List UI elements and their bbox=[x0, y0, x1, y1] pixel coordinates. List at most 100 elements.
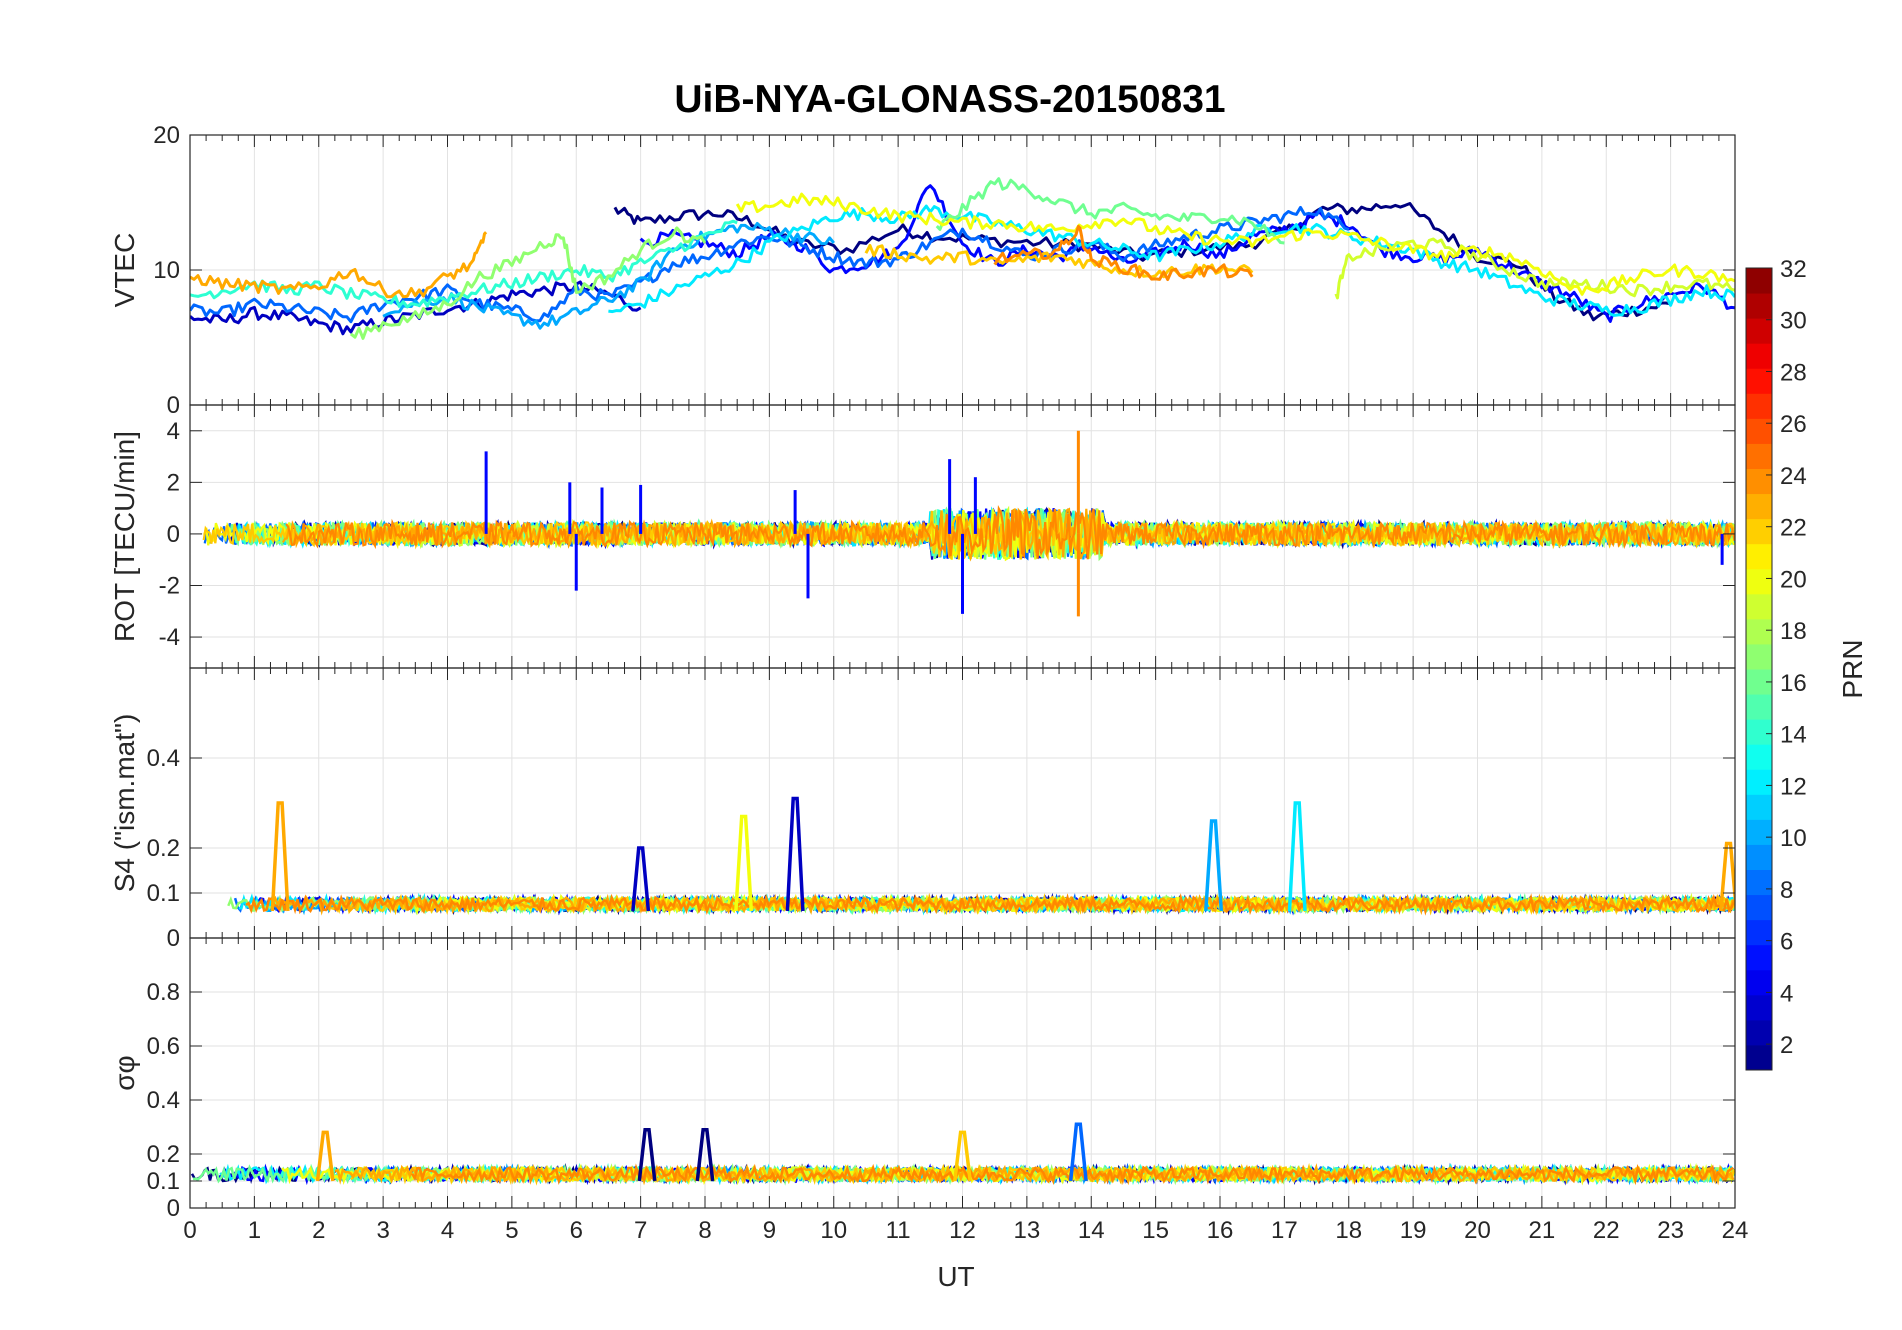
chart-title: UiB-NYA-GLONASS-20150831 bbox=[674, 78, 1225, 121]
colorbar-segment bbox=[1746, 418, 1772, 444]
series-prn-22 bbox=[864, 244, 1254, 279]
x-tick-label: 21 bbox=[1529, 1217, 1556, 1244]
y-tick-label: 0.6 bbox=[147, 1033, 180, 1060]
x-tick-label: 7 bbox=[634, 1217, 647, 1244]
y-tick-label: 4 bbox=[167, 418, 180, 445]
y-axis-label: ROT [TECU/min] bbox=[109, 431, 140, 642]
series-prn-20 bbox=[735, 192, 1735, 296]
colorbar-segment bbox=[1746, 593, 1772, 620]
x-tick-label: 19 bbox=[1400, 1217, 1427, 1244]
x-tick-label: 13 bbox=[1014, 1217, 1041, 1244]
x-tick-label: 8 bbox=[698, 1217, 711, 1244]
colorbar-segment bbox=[1746, 944, 1772, 971]
colorbar-segment bbox=[1746, 869, 1772, 896]
panel-vtec: 0 10 20 VTEC bbox=[109, 122, 1736, 419]
x-tick-label: 22 bbox=[1593, 1217, 1620, 1244]
x-tick-label: 9 bbox=[763, 1217, 776, 1244]
panel-s4: 0 0.1 0.2 0.4 S4 ("ism.mat") bbox=[109, 667, 1736, 952]
peak-prn-1 bbox=[695, 1127, 715, 1182]
colorbar-segment bbox=[1746, 568, 1772, 595]
x-tick-label: 10 bbox=[820, 1217, 847, 1244]
colorbar-segment bbox=[1746, 618, 1772, 645]
colorbar-segment bbox=[1746, 744, 1772, 770]
x-tick-label: 5 bbox=[505, 1217, 518, 1244]
peak-prn-1 bbox=[637, 1127, 657, 1182]
colorbar-tick-label: 26 bbox=[1780, 411, 1807, 438]
colorbar-tick-label: 32 bbox=[1780, 256, 1807, 283]
colorbar-tick-label: 24 bbox=[1780, 463, 1807, 490]
y-tick-label: 2 bbox=[167, 469, 180, 496]
peak-prn-23 bbox=[270, 801, 290, 912]
y-tick-label: 0.1 bbox=[147, 1168, 180, 1195]
x-tick-label: 0 bbox=[183, 1217, 196, 1244]
peak-prn-20 bbox=[734, 814, 754, 912]
series-prn-16 bbox=[935, 177, 1285, 245]
y-axis-label: S4 ("ism.mat") bbox=[109, 714, 140, 893]
colorbar-segment bbox=[1746, 443, 1772, 469]
colorbar-box bbox=[1745, 267, 1773, 1071]
x-tick-label: 11 bbox=[886, 1217, 911, 1244]
panel-rot: -4 -2 0 2 4 ROT [TECU/min] bbox=[109, 404, 1736, 669]
y-tick-label: 0 bbox=[167, 392, 180, 419]
colorbar-segment bbox=[1746, 493, 1772, 520]
x-tick-label: 17 bbox=[1271, 1217, 1298, 1244]
y-tick-label: 0.4 bbox=[147, 745, 180, 772]
colorbar-tick-label: 12 bbox=[1780, 773, 1807, 800]
series-prn-22 bbox=[202, 506, 1735, 562]
plot-area bbox=[227, 796, 1735, 916]
colorbar-segment bbox=[1746, 694, 1772, 720]
x-tick-label: 18 bbox=[1335, 1217, 1362, 1244]
series-prn-5 bbox=[639, 184, 1735, 323]
y-tick-label: 20 bbox=[153, 122, 180, 149]
series-prn-23 bbox=[190, 231, 488, 299]
series-prn-17 bbox=[349, 226, 707, 340]
peak-prn-3 bbox=[785, 796, 805, 912]
colorbar-segment bbox=[1746, 794, 1772, 820]
y-tick-label: 0.8 bbox=[147, 979, 180, 1006]
colorbar-segment bbox=[1746, 293, 1772, 319]
peak-prn-10 bbox=[1204, 819, 1224, 912]
x-tick-label: 3 bbox=[376, 1217, 389, 1244]
colorbar-label: PRN bbox=[1837, 639, 1868, 698]
y-axis-label: σφ bbox=[109, 1055, 140, 1090]
x-tick-label: 1 bbox=[248, 1217, 261, 1244]
y-tick-label: -4 bbox=[159, 624, 180, 651]
colorbar-segment bbox=[1746, 643, 1772, 670]
colorbar-tick-label: 14 bbox=[1780, 722, 1807, 749]
peak-prn-3 bbox=[631, 846, 651, 912]
colorbar-segment bbox=[1746, 343, 1772, 369]
colorbar-segment bbox=[1746, 393, 1772, 419]
colorbar-tick-label: 30 bbox=[1780, 308, 1807, 335]
colorbar-segment bbox=[1746, 1044, 1772, 1071]
colorbar-segment bbox=[1746, 368, 1772, 394]
peak-prn-22 bbox=[953, 1130, 972, 1182]
x-axis-label: UT bbox=[937, 1261, 974, 1292]
colorbar-tick-label: 8 bbox=[1780, 877, 1793, 904]
x-tick-label: 20 bbox=[1464, 1217, 1491, 1244]
peak-prn-8 bbox=[1068, 1122, 1088, 1182]
y-tick-label: 0 bbox=[167, 925, 180, 952]
colorbar-segment bbox=[1746, 819, 1772, 845]
y-tick-label: 0.2 bbox=[147, 1141, 180, 1168]
colorbar-tick-label: 16 bbox=[1780, 670, 1807, 697]
colorbar-tick-label: 10 bbox=[1780, 825, 1807, 852]
x-tick-label: 16 bbox=[1207, 1217, 1234, 1244]
colorbar-segment bbox=[1746, 969, 1772, 996]
peak-prn-12 bbox=[1287, 801, 1307, 912]
colorbar-segment bbox=[1746, 994, 1772, 1021]
x-tick-label: 24 bbox=[1722, 1217, 1749, 1244]
colorbar-segment bbox=[1746, 844, 1772, 870]
x-tick-label: 4 bbox=[441, 1217, 454, 1244]
x-tick-label: 2 bbox=[312, 1217, 325, 1244]
y-tick-label: 0.2 bbox=[147, 835, 180, 862]
series-prn-23 bbox=[271, 892, 1735, 916]
y-tick-label: 0.1 bbox=[147, 880, 180, 907]
colorbar-segment bbox=[1746, 518, 1772, 545]
y-tick-label: 0 bbox=[167, 1195, 180, 1222]
x-tick-label: 14 bbox=[1078, 1217, 1105, 1244]
peak-prn-23 bbox=[315, 1130, 335, 1182]
series-prn-24 bbox=[285, 504, 1735, 560]
